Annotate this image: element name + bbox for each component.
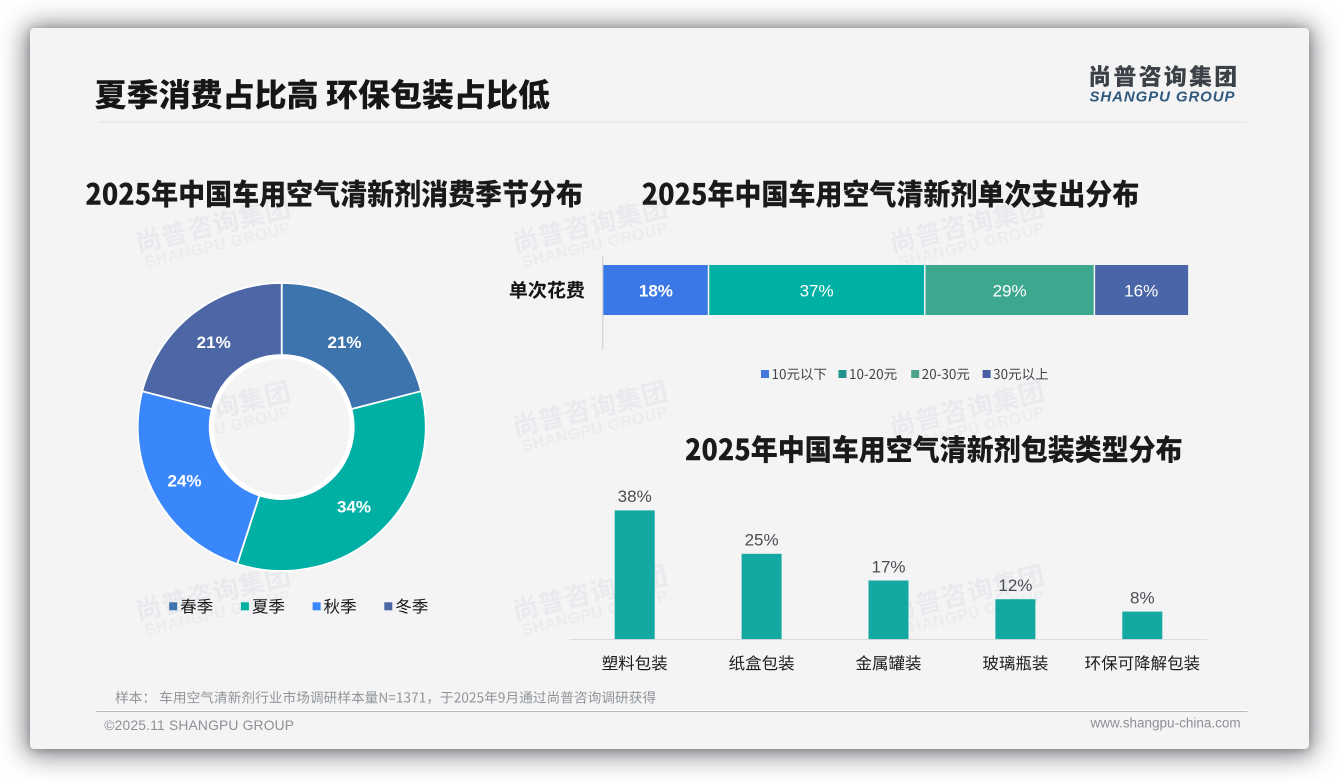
svg-text:8%: 8%	[1130, 588, 1155, 607]
svg-text:12%: 12%	[998, 576, 1032, 595]
svg-text:21%: 21%	[197, 333, 231, 352]
svg-text:24%: 24%	[167, 471, 201, 490]
svg-text:25%: 25%	[745, 531, 779, 550]
svg-text:21%: 21%	[327, 333, 361, 352]
svg-text:SHANGPU GROUP: SHANGPU GROUP	[1090, 89, 1236, 106]
svg-text:34%: 34%	[337, 498, 371, 517]
svg-text:16%: 16%	[1124, 281, 1158, 300]
svg-text:17%: 17%	[871, 557, 905, 576]
svg-text:29%: 29%	[993, 281, 1027, 300]
svg-text:18%: 18%	[639, 281, 673, 300]
svg-text:37%: 37%	[800, 281, 834, 300]
svg-text:©2025.11 SHANGPU GROUP: ©2025.11 SHANGPU GROUP	[104, 718, 294, 733]
svg-text:www.shangpu-china.com: www.shangpu-china.com	[1090, 716, 1241, 731]
svg-text:38%: 38%	[618, 487, 652, 506]
